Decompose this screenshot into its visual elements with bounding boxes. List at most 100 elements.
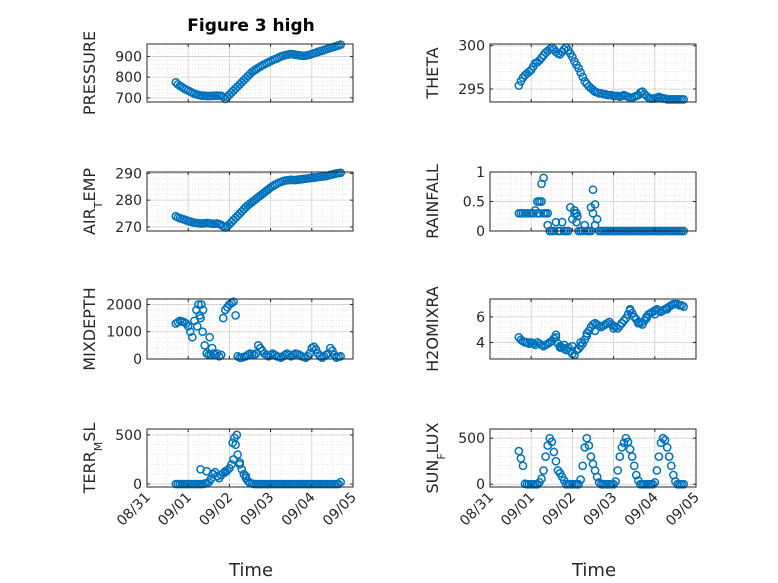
- data-point: [539, 466, 548, 475]
- y-axis-label: TERRMSL: [80, 423, 105, 495]
- axes-box: [146, 43, 354, 103]
- data-point: [615, 452, 625, 461]
- data-point: [574, 479, 583, 489]
- data-point: [200, 341, 210, 350]
- data-point: [328, 346, 337, 356]
- data-point: [551, 456, 561, 466]
- axes-box: [489, 43, 697, 103]
- data-point: [533, 479, 542, 489]
- data-point: [576, 338, 585, 347]
- data-point: [580, 443, 590, 452]
- data-point: [578, 461, 588, 471]
- subplot-grid: 700 800 900 PRESSURE 295 300 THETA 270 280 290 AIR…: [80, 31, 703, 529]
- data-point: [658, 433, 668, 443]
- data-point: [227, 460, 236, 469]
- subplot-pressure: 700 800 900 PRESSURE: [80, 31, 354, 115]
- data-point: [625, 304, 635, 314]
- y-tick-label: 700: [115, 91, 142, 107]
- data-point: [559, 44, 569, 54]
- data-point: [205, 332, 214, 342]
- scatter-series: [171, 297, 345, 362]
- data-point: [613, 324, 623, 333]
- data-point: [584, 441, 594, 450]
- axes-box: [146, 298, 354, 360]
- data-point: [662, 304, 672, 314]
- data-point: [543, 208, 553, 218]
- y-tick-label: 800: [115, 70, 142, 86]
- y-tick-label: 6: [476, 310, 485, 326]
- data-point: [194, 300, 203, 309]
- y-tick-label: 4: [476, 335, 485, 351]
- data-point: [183, 321, 193, 331]
- data-point: [198, 327, 207, 337]
- data-point: [578, 72, 588, 82]
- y-tick-label: 0: [476, 224, 485, 240]
- y-tick-label: 280: [115, 193, 142, 209]
- data-point: [679, 95, 688, 104]
- data-point: [228, 438, 238, 448]
- data-point: [192, 321, 202, 331]
- data-point: [572, 211, 582, 221]
- data-point: [305, 349, 315, 358]
- subplot-air-temp: 270 280 290 AIRTEMP: [80, 166, 354, 236]
- subplot-rainfall: 0 0.5 1 RAINFALL: [423, 164, 697, 240]
- data-point: [611, 477, 621, 486]
- data-point: [590, 326, 600, 336]
- y-tick-label: 500: [458, 431, 485, 447]
- data-point: [650, 309, 660, 319]
- data-point: [568, 341, 577, 351]
- subplot-mixdepth: 0 1000 2000 MIXDEPTH: [80, 287, 354, 371]
- x-axis-label-right: Time: [571, 560, 616, 581]
- y-tick-label: 295: [458, 82, 485, 98]
- data-point: [576, 68, 585, 77]
- figure-title: Figure 3 high: [187, 16, 315, 36]
- data-point: [629, 461, 639, 471]
- y-tick-label: 1: [476, 165, 485, 181]
- axes-box: [489, 428, 697, 488]
- data-point: [588, 208, 598, 218]
- data-point: [541, 452, 550, 461]
- data-point: [551, 330, 561, 340]
- y-tick-label: 0: [133, 477, 142, 493]
- scatter-series: [514, 433, 688, 489]
- data-point: [514, 81, 524, 90]
- data-point: [576, 341, 585, 351]
- data-point: [336, 168, 345, 178]
- data-point: [524, 67, 534, 77]
- y-tick-label: 500: [115, 428, 142, 444]
- axes-box: [146, 171, 354, 232]
- data-point: [235, 458, 245, 467]
- data-point: [648, 479, 658, 489]
- y-axis-label: RAINFALL: [423, 164, 442, 239]
- data-point: [592, 472, 602, 482]
- scatter-series: [514, 299, 688, 360]
- data-point: [559, 340, 569, 350]
- x-axis-label-left: Time: [228, 560, 273, 581]
- data-point: [336, 351, 345, 361]
- data-point: [574, 63, 583, 73]
- data-point: [220, 467, 230, 477]
- data-point: [619, 438, 629, 448]
- data-point: [533, 208, 542, 218]
- data-point: [576, 475, 585, 484]
- data-point: [654, 452, 664, 461]
- data-point: [631, 470, 641, 480]
- data-point: [609, 324, 618, 333]
- data-point: [590, 220, 600, 230]
- data-point: [549, 447, 559, 457]
- data-point: [664, 452, 674, 461]
- subplot-h2omixra: 4 6 H2OMIXRA: [423, 286, 697, 372]
- data-point: [229, 297, 238, 307]
- data-point: [197, 300, 206, 309]
- scatter-series: [171, 430, 345, 489]
- data-point: [613, 466, 623, 475]
- data-point: [551, 217, 561, 227]
- data-point: [633, 318, 643, 328]
- data-point: [652, 466, 662, 475]
- y-tick-label: 900: [115, 49, 142, 65]
- y-axis-label: H2OMIXRA: [423, 286, 442, 372]
- data-point: [582, 329, 592, 338]
- y-axis-label: SUNFLUX: [423, 422, 448, 493]
- data-point: [619, 316, 629, 326]
- scatter-series: [171, 40, 345, 104]
